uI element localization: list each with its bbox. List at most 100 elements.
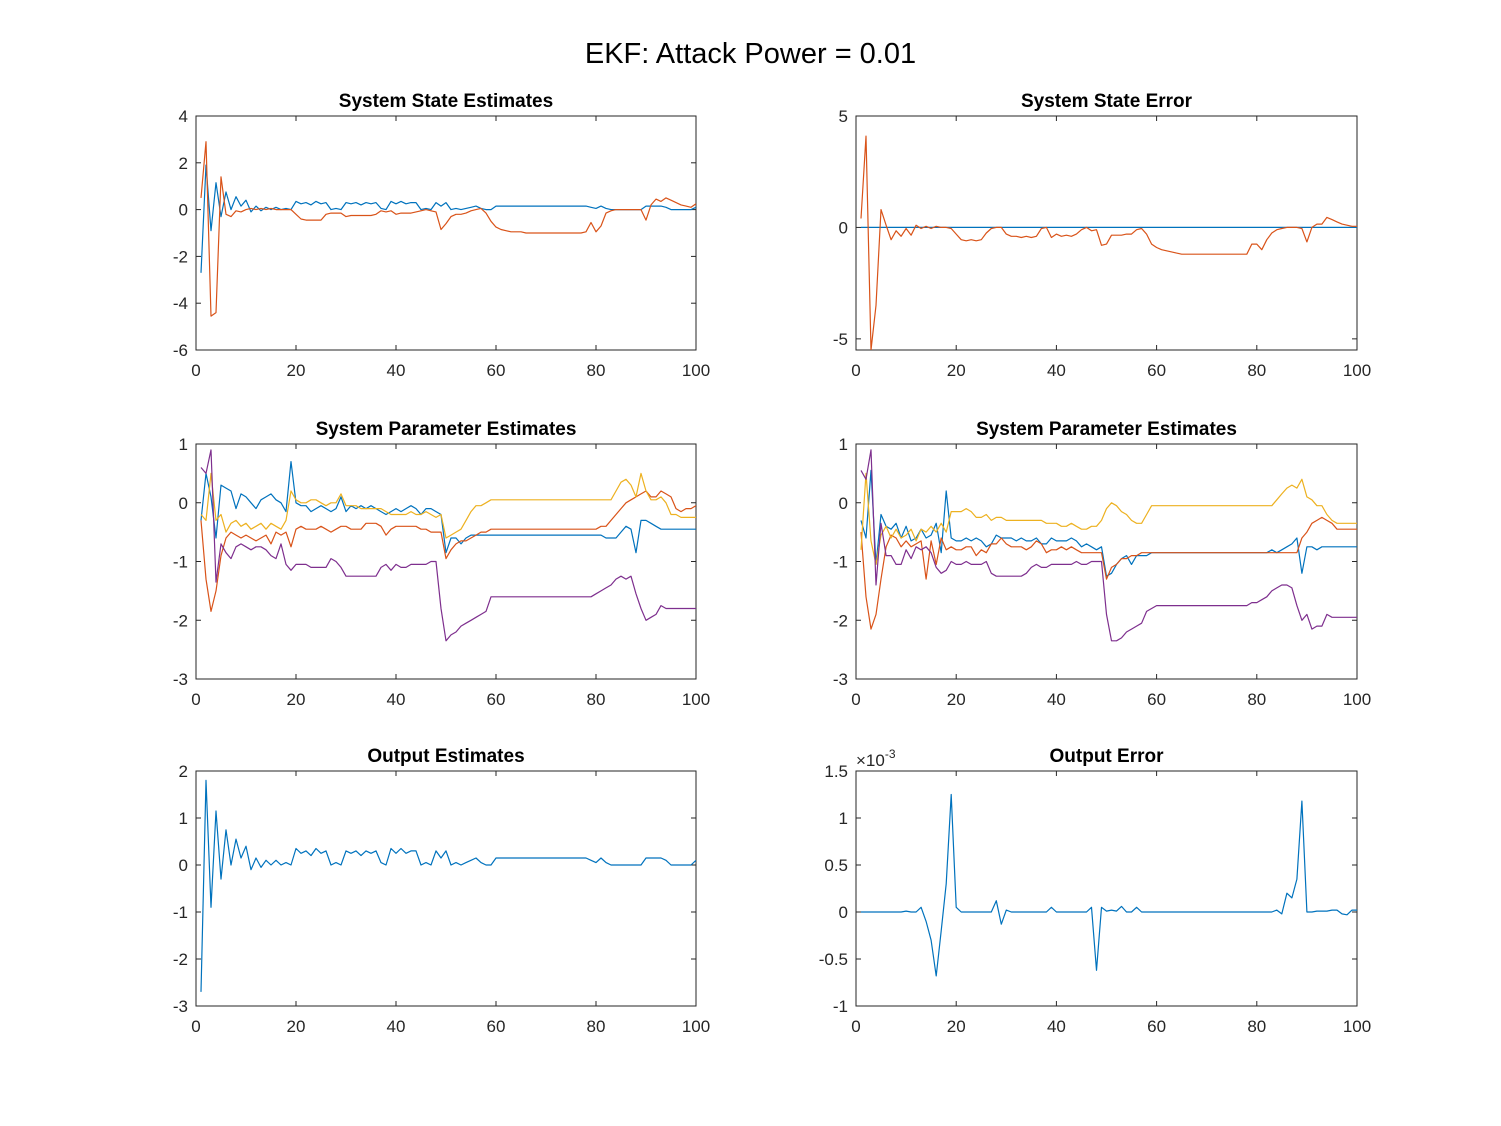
x-tick-label: 40 bbox=[1047, 690, 1066, 709]
y-tick-label: -3 bbox=[173, 670, 188, 689]
y-tick-label: -4 bbox=[173, 294, 188, 313]
x-tick-label: 60 bbox=[1147, 361, 1166, 380]
y-tick-label: 1.5 bbox=[824, 762, 848, 781]
y-tick-label: 0 bbox=[839, 218, 848, 237]
y-tick-label: 2 bbox=[179, 154, 188, 173]
y-tick-label: -3 bbox=[833, 670, 848, 689]
x-tick-label: 80 bbox=[1247, 1017, 1266, 1036]
axes-box bbox=[855, 443, 1358, 680]
x-tick-label: 100 bbox=[682, 690, 710, 709]
x-tick-label: 20 bbox=[947, 1017, 966, 1036]
x-tick-label: 60 bbox=[487, 1017, 506, 1036]
y-tick-label: 2 bbox=[179, 762, 188, 781]
y-tick-label: 1 bbox=[179, 435, 188, 454]
y-tick-label: -5 bbox=[833, 330, 848, 349]
y-tick-label: 0 bbox=[839, 903, 848, 922]
series-line-2 bbox=[200, 490, 696, 613]
x-tick-label: 80 bbox=[587, 1017, 606, 1036]
y-tick-label: 0 bbox=[179, 856, 188, 875]
series-line-1 bbox=[200, 461, 696, 554]
x-tick-label: 0 bbox=[191, 1017, 200, 1036]
y-axis-multiplier: ×10-3 bbox=[856, 747, 896, 770]
x-tick-label: 0 bbox=[191, 361, 200, 380]
y-tick-label: 5 bbox=[839, 107, 848, 126]
x-tick-label: 20 bbox=[947, 690, 966, 709]
subplot-output-estimates: 0 20 40 60 80 100 -3 -2 -1 0 1 2 Output Estimates bbox=[173, 746, 710, 1036]
x-tick-label: 60 bbox=[487, 361, 506, 380]
y-tick-label: -0.5 bbox=[819, 950, 848, 969]
y-tick-label: -1 bbox=[173, 903, 188, 922]
y-tick-label: 0 bbox=[839, 494, 848, 513]
y-tick-label: -6 bbox=[173, 341, 188, 360]
y-tick-label: -2 bbox=[173, 611, 188, 630]
x-tick-label: 40 bbox=[387, 1017, 406, 1036]
series-line-4 bbox=[860, 449, 1357, 642]
y-tick-label: -1 bbox=[173, 553, 188, 572]
x-tick-label: 0 bbox=[851, 1017, 860, 1036]
x-tick-label: 0 bbox=[851, 690, 860, 709]
x-tick-label: 40 bbox=[1047, 1017, 1066, 1036]
series-line-2 bbox=[200, 141, 696, 317]
series-line-4 bbox=[200, 449, 696, 642]
x-tick-label: 80 bbox=[587, 690, 606, 709]
y-tick-label: 4 bbox=[179, 107, 188, 126]
series-line-1 bbox=[200, 779, 696, 992]
subplot-title: Output Estimates bbox=[367, 746, 524, 767]
y-tick-label: 1 bbox=[179, 809, 188, 828]
subplot-system-parameter-estimates-right: 0 20 40 60 80 100 -3 -2 -1 0 1 System Parameter Est… bbox=[833, 419, 1371, 709]
x-tick-label: 20 bbox=[287, 361, 306, 380]
x-tick-label: 40 bbox=[387, 361, 406, 380]
y-tick-label: 0 bbox=[179, 494, 188, 513]
x-tick-label: 60 bbox=[1147, 690, 1166, 709]
y-tick-label: 0.5 bbox=[824, 856, 848, 875]
y-tick-label: -1 bbox=[833, 553, 848, 572]
axes-box bbox=[195, 770, 697, 1007]
y-tick-label: -2 bbox=[833, 611, 848, 630]
x-tick-label: 100 bbox=[1343, 361, 1371, 380]
x-tick-label: 40 bbox=[387, 690, 406, 709]
x-tick-label: 80 bbox=[587, 361, 606, 380]
axes-box bbox=[195, 443, 697, 680]
x-tick-label: 100 bbox=[1343, 690, 1371, 709]
subplot-title: Output Error bbox=[1050, 746, 1165, 767]
subplot-title: System Parameter Estimates bbox=[316, 419, 577, 440]
y-tick-label: -1 bbox=[833, 997, 848, 1016]
y-tick-label: 0 bbox=[179, 201, 188, 220]
x-tick-label: 60 bbox=[487, 690, 506, 709]
series-line-2 bbox=[860, 516, 1357, 630]
axes-box bbox=[195, 115, 697, 351]
x-tick-label: 100 bbox=[682, 1017, 710, 1036]
y-tick-label: 1 bbox=[839, 435, 848, 454]
x-tick-label: 20 bbox=[947, 361, 966, 380]
x-tick-label: 80 bbox=[1247, 361, 1266, 380]
x-tick-label: 100 bbox=[682, 361, 710, 380]
series-line-3 bbox=[860, 472, 1357, 566]
x-tick-label: 100 bbox=[1343, 1017, 1371, 1036]
y-tick-label: 1 bbox=[839, 809, 848, 828]
x-tick-label: 0 bbox=[851, 361, 860, 380]
y-tick-label: -3 bbox=[173, 997, 188, 1016]
axes-box bbox=[855, 115, 1358, 351]
figure-title: EKF: Attack Power = 0.01 bbox=[584, 38, 917, 70]
x-tick-label: 60 bbox=[1147, 1017, 1166, 1036]
subplot-title: System State Error bbox=[1021, 91, 1193, 112]
x-tick-label: 0 bbox=[191, 690, 200, 709]
x-tick-label: 40 bbox=[1047, 361, 1066, 380]
subplot-title: System State Estimates bbox=[339, 91, 553, 112]
subplot-title: System Parameter Estimates bbox=[976, 419, 1237, 440]
y-tick-label: -2 bbox=[173, 950, 188, 969]
series-line-1 bbox=[861, 793, 1357, 977]
y-axis-multiplier-exponent: -3 bbox=[885, 747, 896, 761]
x-tick-label: 20 bbox=[287, 1017, 306, 1036]
x-tick-label: 80 bbox=[1247, 690, 1266, 709]
subplot-system-parameter-estimates-left: 0 20 40 60 80 100 -3 -2 -1 0 1 System Parameter Est… bbox=[173, 419, 710, 709]
series-line-2 bbox=[860, 135, 1357, 350]
y-tick-label: -2 bbox=[173, 247, 188, 266]
axes-box bbox=[855, 770, 1358, 1007]
subplot-output-error: 0 20 40 60 80 100 -1 -0.5 0 0.5 1 1.5 ×10-3 Output Er… bbox=[819, 746, 1371, 1036]
series-line-3 bbox=[200, 472, 696, 539]
subplot-system-state-estimates: 0 20 40 60 80 100 -6 -4 -2 0 2 4 System State Estima… bbox=[173, 91, 710, 380]
x-tick-label: 20 bbox=[287, 690, 306, 709]
